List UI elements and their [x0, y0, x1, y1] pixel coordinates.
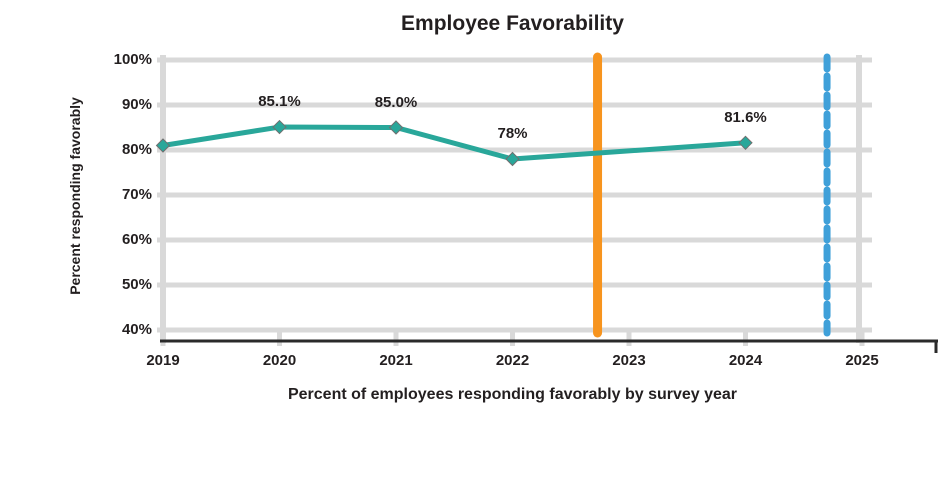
chart-title: Employee Favorability — [401, 12, 624, 35]
y-tick-label: 60% — [121, 231, 152, 248]
y-tick-label: 50% — [121, 276, 152, 293]
x-tick-label: 2025 — [845, 352, 879, 369]
y-tick-label: 40% — [121, 321, 152, 338]
diamond-marker-icon — [155, 138, 171, 153]
data-point-label: 85.0% — [374, 93, 418, 111]
y-tick-label: 100% — [113, 51, 152, 68]
x-tick-label: 2024 — [728, 352, 763, 369]
y-tick-label: 80% — [121, 141, 152, 158]
x-tick-label: 2021 — [379, 352, 413, 369]
y-tick-label: 70% — [121, 186, 152, 203]
data-point-label: 78% — [497, 125, 528, 142]
y-axis-label: Percent responding favorably — [67, 97, 83, 295]
data-point-label: 85.1% — [258, 93, 301, 111]
diamond-marker-icon — [272, 119, 287, 135]
diamond-marker-icon — [738, 135, 753, 151]
x-axis-label: Percent of employees responding favorabl… — [287, 386, 738, 403]
x-tick-label: 2020 — [262, 352, 297, 369]
diamond-marker-icon — [388, 120, 404, 135]
diamond-marker-icon — [505, 151, 520, 167]
x-tick-label: 2022 — [495, 352, 530, 369]
legend: Percent of staff responding favorably Po… — [0, 414, 940, 474]
data-point-label: 81.6% — [724, 108, 767, 126]
x-tick-label: 2023 — [612, 352, 646, 369]
favorable-series-line — [162, 124, 746, 162]
y-tick-label: 90% — [121, 96, 152, 113]
x-tick-label: 2019 — [146, 352, 180, 369]
